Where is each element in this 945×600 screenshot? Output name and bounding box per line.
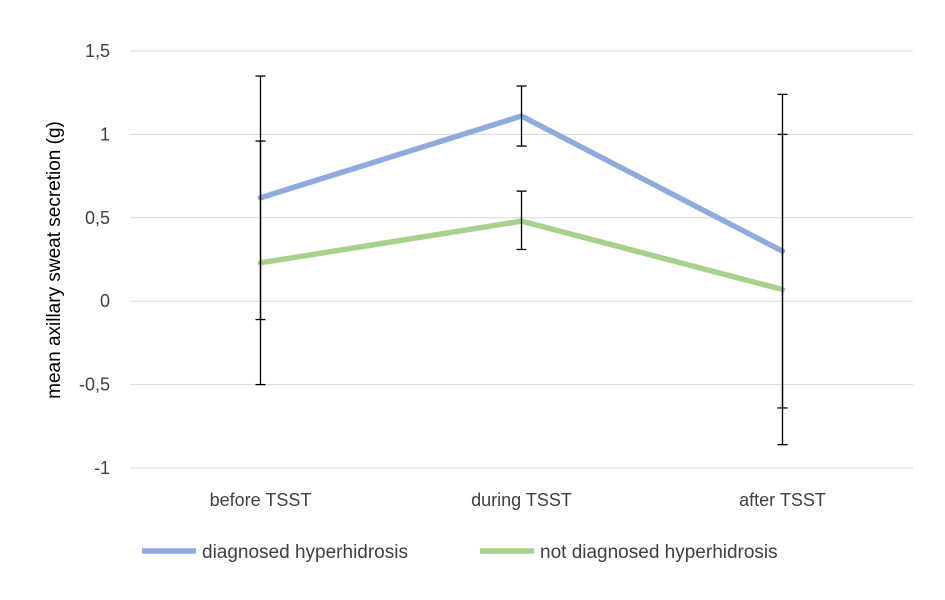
x-tick-label: after TSST — [739, 490, 826, 510]
y-tick-label: 1 — [100, 124, 110, 144]
error-bars — [255, 75, 788, 446]
legend: diagnosed hyperhidrosis not diagnosed hyp… — [142, 542, 778, 563]
x-tick-label: during TSST — [471, 490, 572, 510]
legend-label: diagnosed hyperhidrosis — [202, 542, 408, 563]
y-tick-label: 0,5 — [85, 208, 110, 228]
y-tick-label: -1 — [94, 458, 110, 478]
y-tick-labels: 1,5 1 0,5 0 -0,5 -1 — [79, 41, 110, 478]
x-tick-label: before TSST — [210, 490, 312, 510]
legend-label: not diagnosed hyperhidrosis — [540, 542, 778, 563]
y-tick-label: 0 — [100, 291, 110, 311]
y-tick-label: -0,5 — [79, 375, 110, 395]
y-tick-label: 1,5 — [85, 41, 110, 61]
x-tick-labels: before TSST during TSST after TSST — [210, 490, 826, 510]
y-axis-label: mean axillary sweat secretion (g) — [44, 121, 65, 399]
